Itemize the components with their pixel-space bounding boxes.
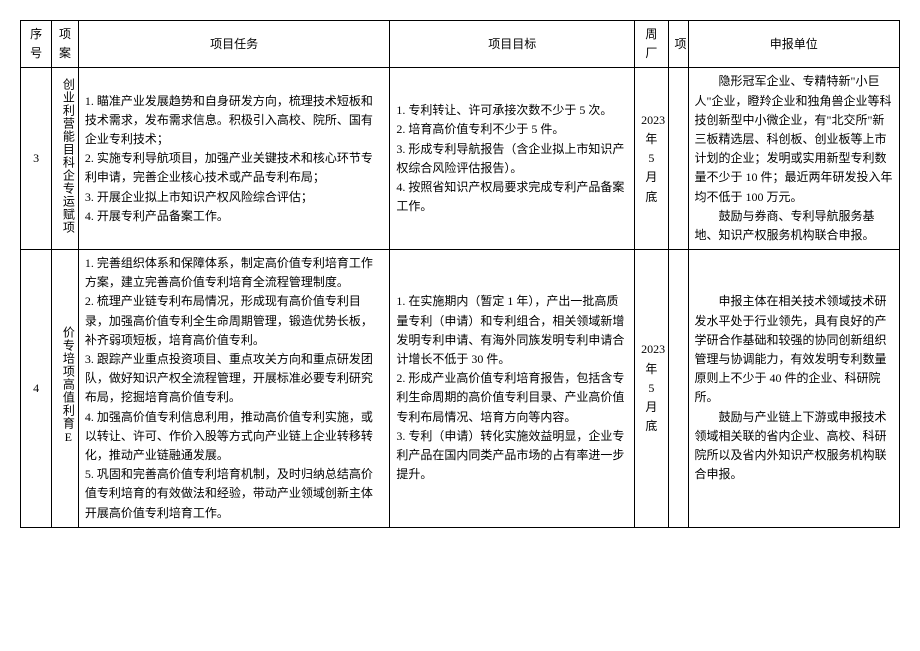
goal-item: 2. 培育高价值专利不少于 5 件。 xyxy=(396,120,628,139)
cell-seq: 4 xyxy=(21,250,52,528)
cell-goal: 1. 专利转让、许可承接次数不少于 5 次。 2. 培育高价值专利不少于 5 件… xyxy=(390,68,635,250)
cell-project: 价专培项高值利育E xyxy=(52,250,79,528)
cell-project: 创业利营能目科企专运赋项 xyxy=(52,68,79,250)
task-item: 2. 实施专利导航项目，加强产业关键技术和核心环节专利申请，完善企业核心技术或产… xyxy=(85,149,384,187)
cell-count xyxy=(668,68,688,250)
cell-task: 1. 完善组织体系和保障体系，制定高价值专利培育工作方案，建立完善高价值专利培育… xyxy=(78,250,390,528)
task-item: 3. 开展企业拟上市知识产权风险综合评估； xyxy=(85,188,384,207)
cell-count xyxy=(668,250,688,528)
goal-item: 3. 专利（申请）转化实施效益明显，企业专利产品在国内同类产品市场的占有率进一步… xyxy=(396,427,628,485)
cell-period: 2023 年 5 月底 xyxy=(635,68,668,250)
cell-applicant: 申报主体在相关技术领域技术研发水平处于行业领先，具有良好的产学研合作基础和较强的… xyxy=(688,250,899,528)
goal-item: 4. 按照省知识产权局要求完成专利产品备案工作。 xyxy=(396,178,628,216)
task-item: 2. 梳理产业链专利布局情况，形成现有高价值专利目录，加强高价值专利全生命周期管… xyxy=(85,292,384,350)
project-table: 序号 项案 项目任务 项目目标 周厂 项 申报单位 3 创业利营能目科企专运赋项… xyxy=(20,20,900,528)
task-item: 1. 完善组织体系和保障体系，制定高价值专利培育工作方案，建立完善高价值专利培育… xyxy=(85,254,384,292)
table-row: 3 创业利营能目科企专运赋项 1. 瞄准产业发展趋势和自身研发方向，梳理技术短板… xyxy=(21,68,900,250)
cell-period: 2023 年 5 月底 xyxy=(635,250,668,528)
cell-seq: 3 xyxy=(21,68,52,250)
applicant-text: 申报主体在相关技术领域技术研发水平处于行业领先，具有良好的产学研合作基础和较强的… xyxy=(695,292,893,407)
cell-applicant: 隐形冠军企业、专精特新"小巨人"企业，瞪羚企业和独角兽企业等科技创新型中小微企业… xyxy=(688,68,899,250)
task-item: 4. 开展专利产品备案工作。 xyxy=(85,207,384,226)
task-item: 1. 瞄准产业发展趋势和自身研发方向，梳理技术短板和技术需求，发布需求信息。积极… xyxy=(85,92,384,150)
task-item: 4. 加强高价值专利信息利用，推动高价值专利实施，或以转让、许可、作价入股等方式… xyxy=(85,408,384,466)
goal-item: 1. 在实施期内（暂定 1 年），产出一批高质量专利（申请）和专利组合，相关领域… xyxy=(396,292,628,369)
table-header-row: 序号 项案 项目任务 项目目标 周厂 项 申报单位 xyxy=(21,21,900,68)
applicant-text: 隐形冠军企业、专精特新"小巨人"企业，瞪羚企业和独角兽企业等科技创新型中小微企业… xyxy=(695,72,893,206)
table-row: 4 价专培项高值利育E 1. 完善组织体系和保障体系，制定高价值专利培育工作方案… xyxy=(21,250,900,528)
header-applicant: 申报单位 xyxy=(688,21,899,68)
header-count: 项 xyxy=(668,21,688,68)
goal-item: 2. 形成产业高价值专利培育报告，包括含专利生命周期的高价值专利目录、产业高价值… xyxy=(396,369,628,427)
header-project: 项案 xyxy=(52,21,79,68)
project-name: 价专培项高值利育E xyxy=(58,326,77,445)
task-item: 5. 巩固和完善高价值专利培育机制，及时归纳总结高价值专利培育的有效做法和经验，… xyxy=(85,465,384,523)
applicant-text: 鼓励与产业链上下游或申报技术领域相关联的省内企业、高校、科研院所以及省内外知识产… xyxy=(695,408,893,485)
applicant-text: 鼓励与券商、专利导航服务基地、知识产权服务机构联合申报。 xyxy=(695,207,893,245)
cell-task: 1. 瞄准产业发展趋势和自身研发方向，梳理技术短板和技术需求，发布需求信息。积极… xyxy=(78,68,390,250)
project-name: 创业利营能目科企专运赋项 xyxy=(58,78,77,234)
header-seq: 序号 xyxy=(21,21,52,68)
header-task: 项目任务 xyxy=(78,21,390,68)
goal-item: 1. 专利转让、许可承接次数不少于 5 次。 xyxy=(396,101,628,120)
task-item: 3. 跟踪产业重点投资项目、重点攻关方向和重点研发团队，做好知识产权全流程管理，… xyxy=(85,350,384,408)
cell-goal: 1. 在实施期内（暂定 1 年），产出一批高质量专利（申请）和专利组合，相关领域… xyxy=(390,250,635,528)
header-period: 周厂 xyxy=(635,21,668,68)
goal-item: 3. 形成专利导航报告（含企业拟上市知识产权综合风险评估报告）。 xyxy=(396,140,628,178)
header-goal: 项目目标 xyxy=(390,21,635,68)
